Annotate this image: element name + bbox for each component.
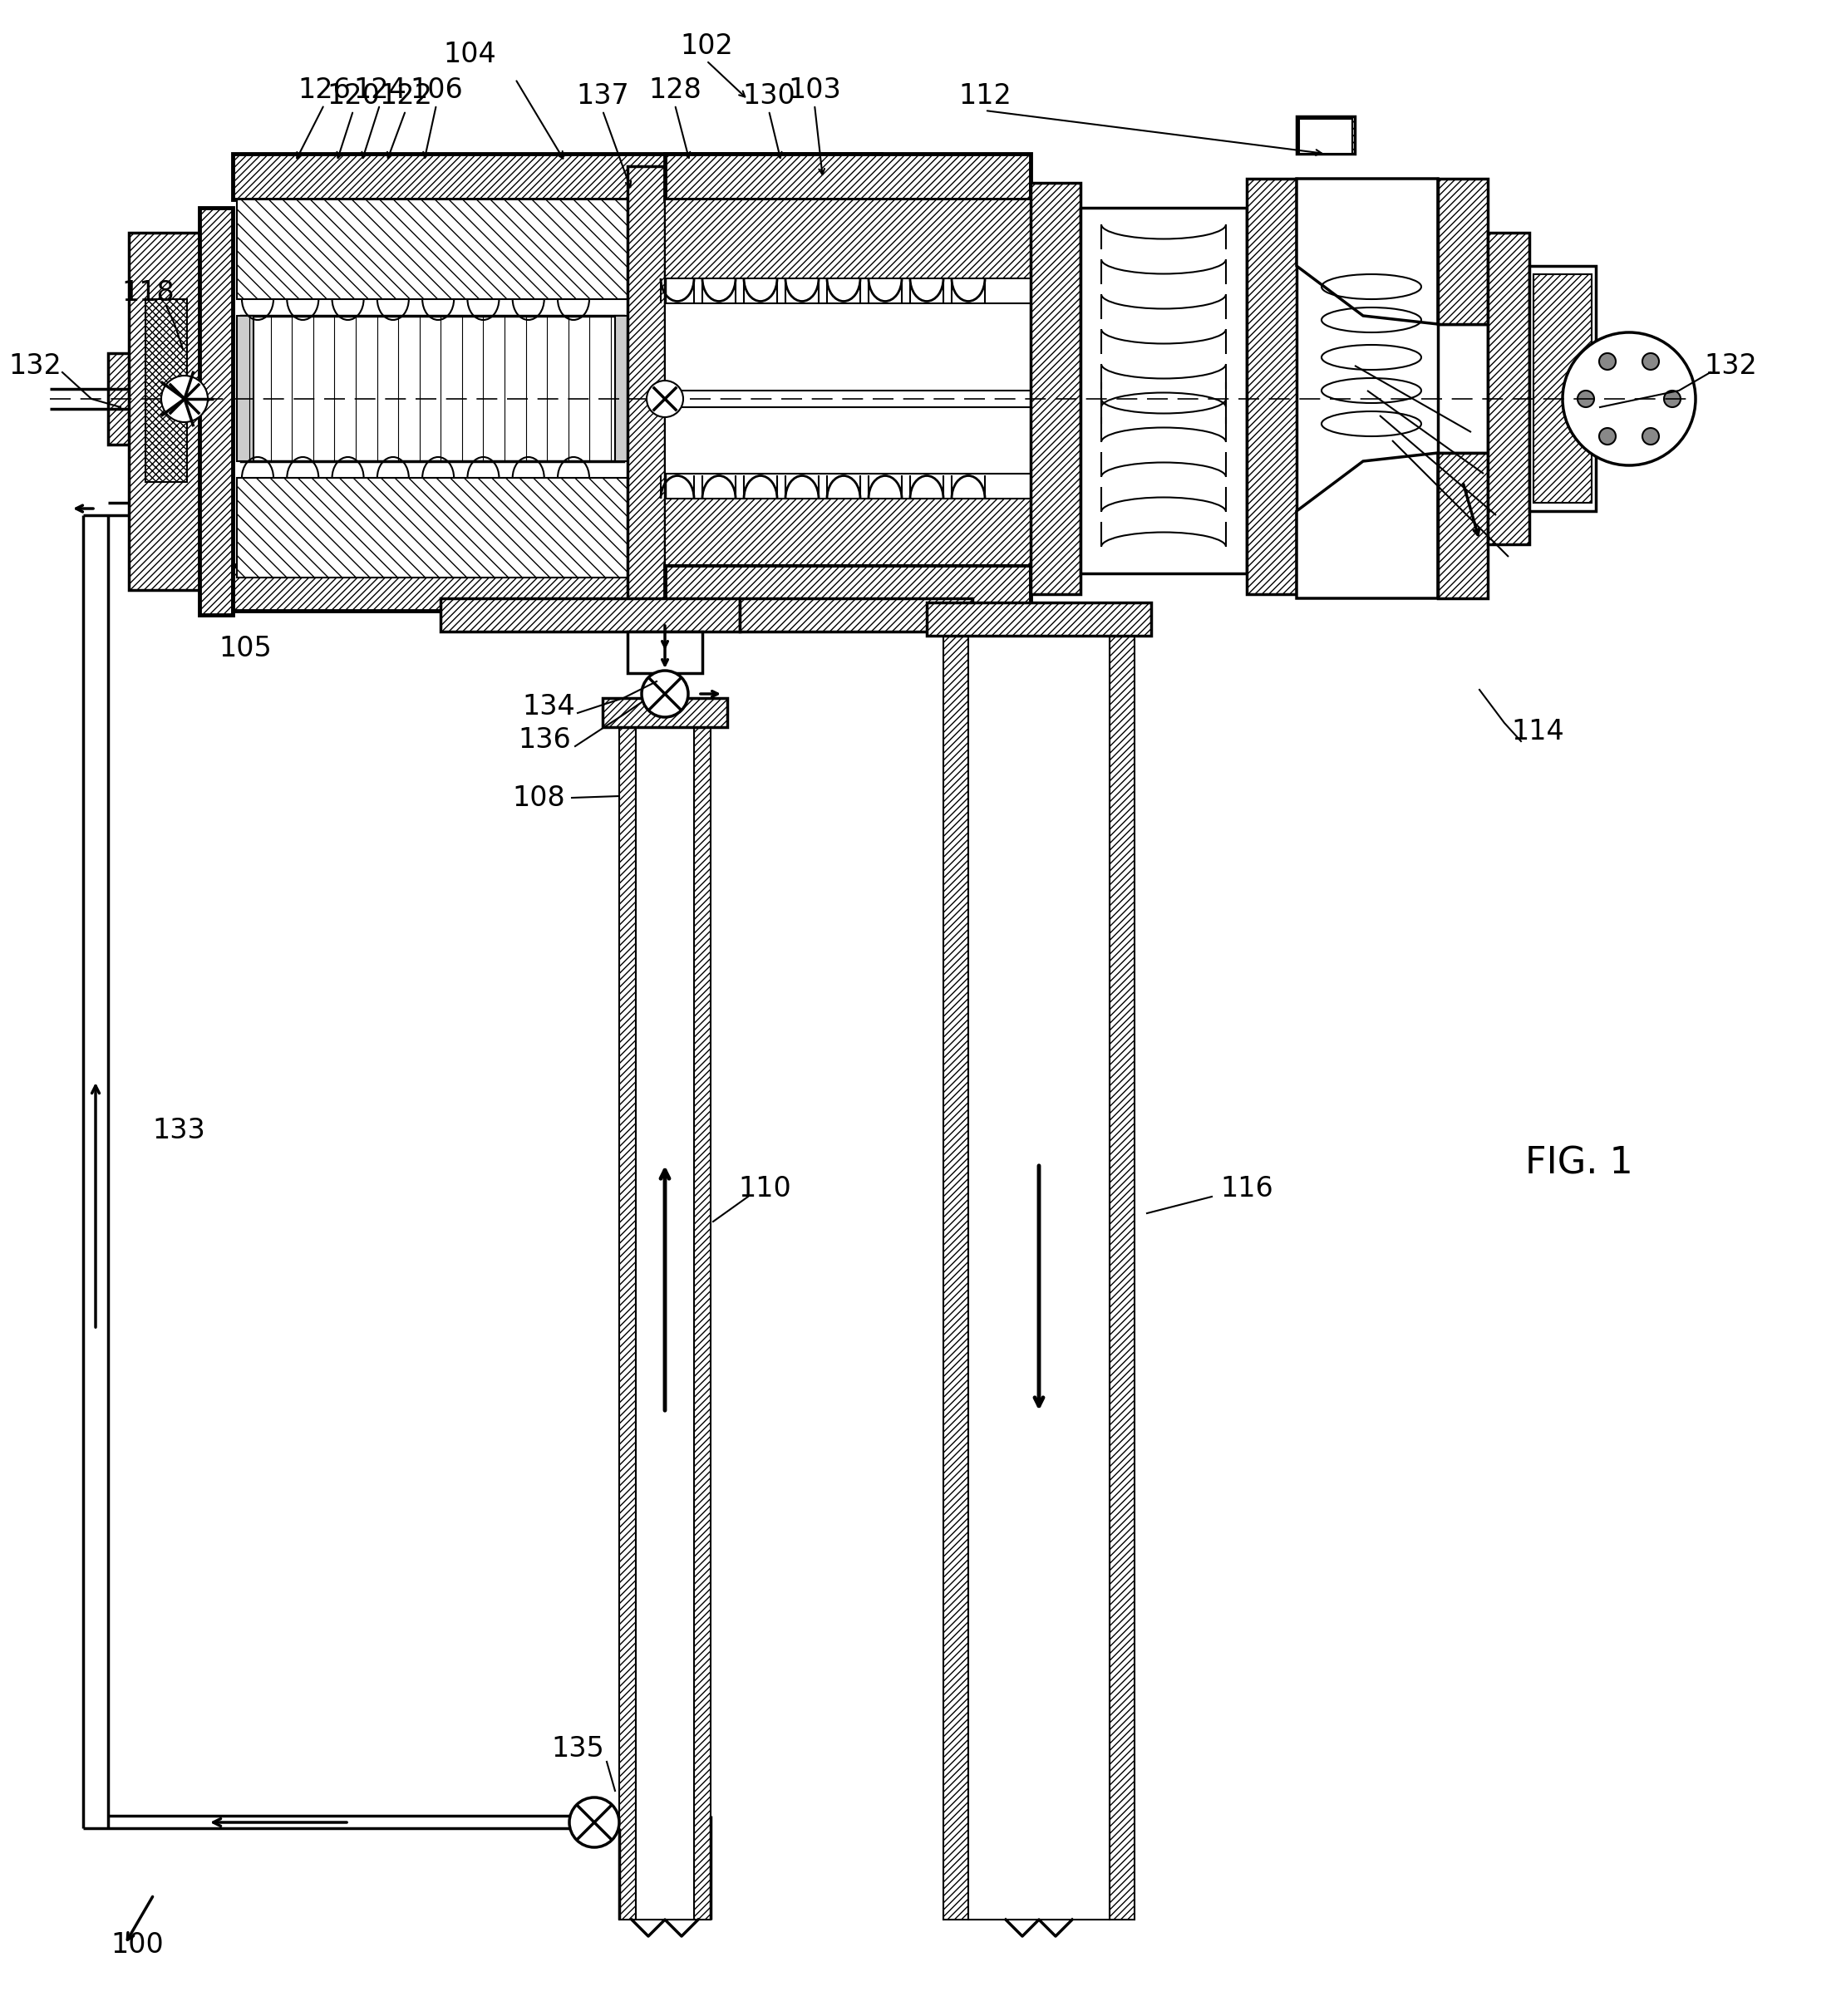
Bar	[237, 317, 254, 462]
Text: 126: 126	[298, 77, 350, 103]
Text: 110: 110	[738, 1175, 792, 1202]
Circle shape	[162, 375, 208, 421]
Bar	[665, 498, 1031, 564]
Text: 135: 135	[550, 1736, 604, 1762]
Bar	[1110, 631, 1134, 1919]
Bar	[926, 603, 1151, 635]
Text: 106: 106	[411, 77, 462, 103]
Text: 132: 132	[1705, 353, 1756, 379]
Bar	[615, 317, 631, 462]
Bar	[968, 631, 1110, 1919]
Circle shape	[1578, 391, 1594, 407]
Text: 118: 118	[122, 278, 175, 306]
Bar	[199, 208, 232, 615]
Bar	[1081, 208, 1246, 573]
Circle shape	[643, 671, 689, 718]
Text: 134: 134	[523, 694, 574, 720]
Bar	[665, 153, 1031, 200]
Text: 132: 132	[9, 353, 61, 379]
Bar	[740, 599, 972, 631]
Polygon shape	[1296, 179, 1438, 325]
Text: 120: 120	[326, 83, 379, 109]
Bar	[241, 317, 624, 462]
Bar	[1530, 266, 1596, 512]
Text: 133: 133	[153, 1117, 204, 1143]
Bar	[1031, 183, 1081, 595]
Bar	[237, 478, 628, 577]
Bar	[1438, 454, 1488, 599]
Bar	[1488, 232, 1530, 544]
Circle shape	[646, 381, 683, 417]
Polygon shape	[1296, 454, 1438, 599]
Bar	[665, 564, 1031, 611]
Text: 102: 102	[679, 32, 733, 58]
Circle shape	[1642, 353, 1659, 369]
Bar	[1534, 274, 1592, 502]
Bar	[440, 599, 740, 631]
Text: 112: 112	[959, 83, 1011, 109]
Circle shape	[569, 1798, 619, 1847]
Bar	[665, 302, 1031, 474]
Bar	[635, 724, 694, 1919]
Text: 124: 124	[353, 77, 407, 103]
Text: 136: 136	[517, 726, 571, 754]
Bar	[943, 631, 968, 1919]
Bar	[628, 631, 701, 673]
Bar	[1296, 117, 1355, 153]
Bar	[602, 698, 727, 728]
Text: 103: 103	[788, 77, 841, 103]
Bar	[145, 298, 188, 482]
Circle shape	[1642, 427, 1659, 446]
Text: 137: 137	[576, 83, 630, 109]
Circle shape	[1664, 391, 1681, 407]
Bar	[694, 724, 711, 1919]
Bar	[628, 165, 665, 607]
Text: 114: 114	[1511, 718, 1565, 746]
Text: 108: 108	[512, 784, 565, 812]
Bar	[232, 564, 882, 611]
Bar	[1438, 179, 1488, 325]
Circle shape	[1600, 427, 1616, 446]
Text: 100: 100	[110, 1931, 164, 1958]
Bar	[129, 232, 204, 591]
Bar	[232, 153, 882, 200]
Text: 122: 122	[379, 83, 433, 109]
Text: 128: 128	[648, 77, 701, 103]
Bar	[109, 353, 133, 446]
Bar	[665, 200, 1031, 278]
Bar	[237, 200, 628, 298]
Circle shape	[1563, 333, 1696, 466]
Text: 105: 105	[219, 635, 272, 661]
Bar	[129, 357, 149, 439]
Bar	[619, 724, 635, 1919]
Text: 130: 130	[742, 83, 795, 109]
Bar	[1300, 119, 1353, 153]
Text: 116: 116	[1221, 1175, 1274, 1202]
Text: FIG. 1: FIG. 1	[1524, 1145, 1633, 1181]
Bar	[1246, 179, 1296, 595]
Text: 104: 104	[444, 40, 495, 69]
Bar	[1438, 325, 1488, 454]
Circle shape	[1600, 353, 1616, 369]
